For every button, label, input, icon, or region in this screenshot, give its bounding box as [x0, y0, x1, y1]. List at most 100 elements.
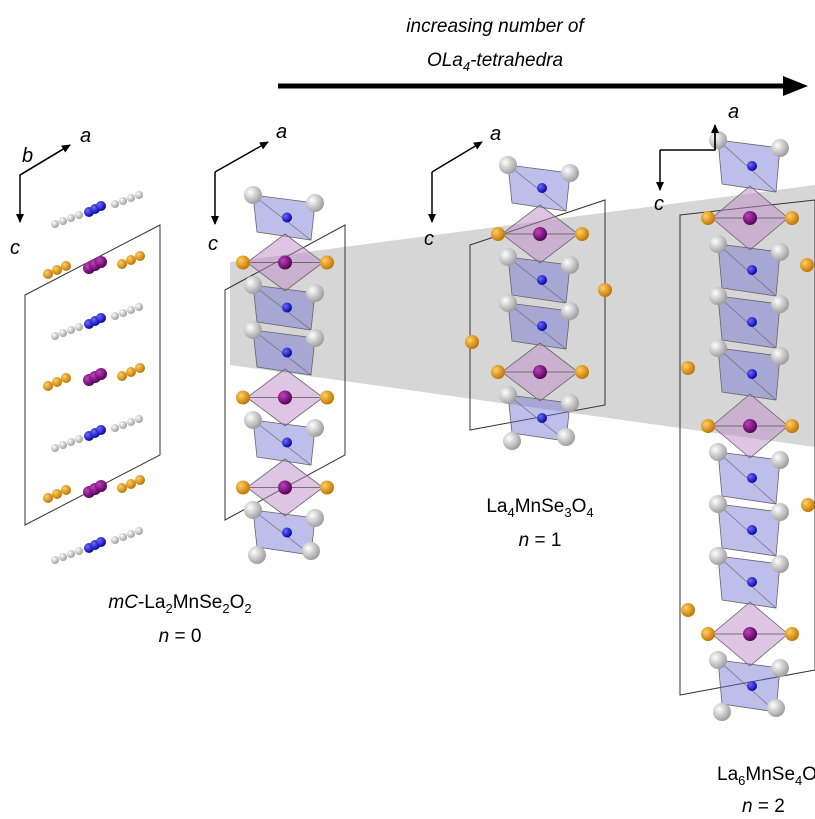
atom — [537, 183, 547, 193]
atom — [61, 485, 71, 495]
atom — [709, 131, 727, 149]
atom — [557, 428, 575, 446]
atom — [52, 265, 62, 275]
atom — [320, 390, 334, 405]
axis-label: c — [208, 233, 218, 255]
atom — [306, 509, 324, 527]
atom — [119, 533, 127, 541]
atom — [51, 556, 59, 564]
axis-arrow — [214, 141, 269, 173]
atom — [785, 211, 799, 225]
atom — [278, 390, 292, 405]
atom — [43, 381, 53, 391]
atom — [533, 365, 547, 379]
text-part: = 1 — [529, 530, 561, 551]
axis-label: a — [276, 121, 287, 143]
atom — [135, 363, 145, 373]
atom — [135, 191, 143, 199]
text-part: MnSe — [173, 592, 223, 613]
atom — [701, 419, 715, 433]
atom — [575, 227, 589, 241]
atom — [236, 255, 250, 270]
axis-arrow — [19, 144, 71, 176]
subscript: 4 — [463, 59, 470, 74]
atom — [52, 377, 62, 387]
subscript: 2 — [244, 601, 251, 616]
atom — [743, 419, 757, 433]
atom — [135, 303, 143, 311]
atom — [127, 530, 135, 538]
atom — [306, 419, 324, 437]
atom — [67, 214, 75, 222]
atom — [709, 443, 727, 461]
atom — [306, 329, 324, 347]
atom — [771, 243, 789, 261]
atom — [709, 547, 727, 565]
atom — [767, 699, 785, 717]
atom — [75, 547, 83, 555]
text-part: = 2 — [753, 796, 785, 817]
atom — [75, 211, 83, 219]
n-label: n = 2 — [742, 796, 785, 817]
band — [230, 185, 815, 447]
atom — [244, 186, 262, 204]
atom — [119, 197, 127, 205]
axis-label: c — [654, 193, 664, 215]
atom — [95, 480, 107, 492]
atom — [771, 139, 789, 157]
atom — [800, 258, 814, 272]
atom — [117, 483, 127, 493]
atom — [747, 577, 757, 587]
atom — [561, 394, 579, 412]
header-line2: OLa4-tetrahedra — [427, 50, 563, 74]
atom — [709, 235, 727, 253]
atom — [743, 211, 757, 225]
atom — [709, 495, 727, 513]
atom — [51, 332, 59, 340]
atom — [61, 373, 71, 383]
formula: mC-La2MnSe2O2 — [108, 592, 251, 616]
atom — [771, 555, 789, 573]
atom — [135, 527, 143, 535]
atom — [282, 302, 292, 313]
atom — [320, 480, 334, 495]
header-line1: increasing number of — [406, 16, 585, 37]
atom — [135, 415, 143, 423]
atom — [785, 627, 799, 641]
atom — [320, 255, 334, 270]
text-part: mC — [108, 592, 138, 613]
text-part: O — [572, 496, 587, 517]
atom — [771, 295, 789, 313]
axis-label: a — [728, 101, 739, 123]
atom — [747, 265, 757, 275]
text-part: La — [486, 496, 508, 517]
atom — [43, 493, 53, 503]
subscript: 2 — [165, 601, 172, 616]
atom — [747, 369, 757, 379]
unit-cell — [469, 199, 606, 431]
atom — [59, 553, 67, 561]
atom — [747, 525, 757, 535]
text-part: O — [802, 764, 815, 785]
atom — [701, 627, 715, 641]
structures — [24, 131, 815, 721]
axis-arrow — [431, 141, 483, 173]
unit-cell — [224, 224, 346, 521]
atom — [117, 259, 127, 269]
atom — [95, 368, 107, 380]
atom — [244, 276, 262, 294]
atom — [127, 194, 135, 202]
atom — [111, 424, 119, 432]
atom — [747, 473, 757, 483]
arrow-head — [783, 76, 808, 96]
formula: La4MnSe3O4 — [486, 496, 593, 520]
atom — [561, 302, 579, 320]
atom — [302, 542, 320, 560]
text-part: -La — [138, 592, 166, 613]
atom — [282, 212, 292, 223]
atom — [282, 437, 292, 448]
atom — [127, 306, 135, 314]
atom — [491, 365, 505, 379]
atom — [491, 227, 505, 241]
atom — [43, 269, 53, 279]
